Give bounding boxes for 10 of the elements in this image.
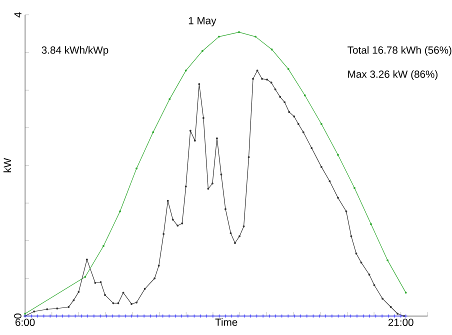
annotation: 3.84 kWh/kWp [42, 46, 108, 56]
x-tick-label: 21:00 [388, 318, 414, 326]
x-tick-label: 6:00 [16, 318, 35, 326]
x-axis-title: Time [215, 318, 238, 326]
chart-title: 1 May [188, 16, 216, 26]
annotation: Total 16.78 kWh (56%) [348, 46, 452, 56]
y-tick-label: 4 [14, 12, 22, 18]
annotation: Max 3.26 kW (86%) [348, 70, 438, 80]
y-axis-title: kW [3, 158, 11, 172]
y-tick-label: 0 [14, 313, 22, 318]
